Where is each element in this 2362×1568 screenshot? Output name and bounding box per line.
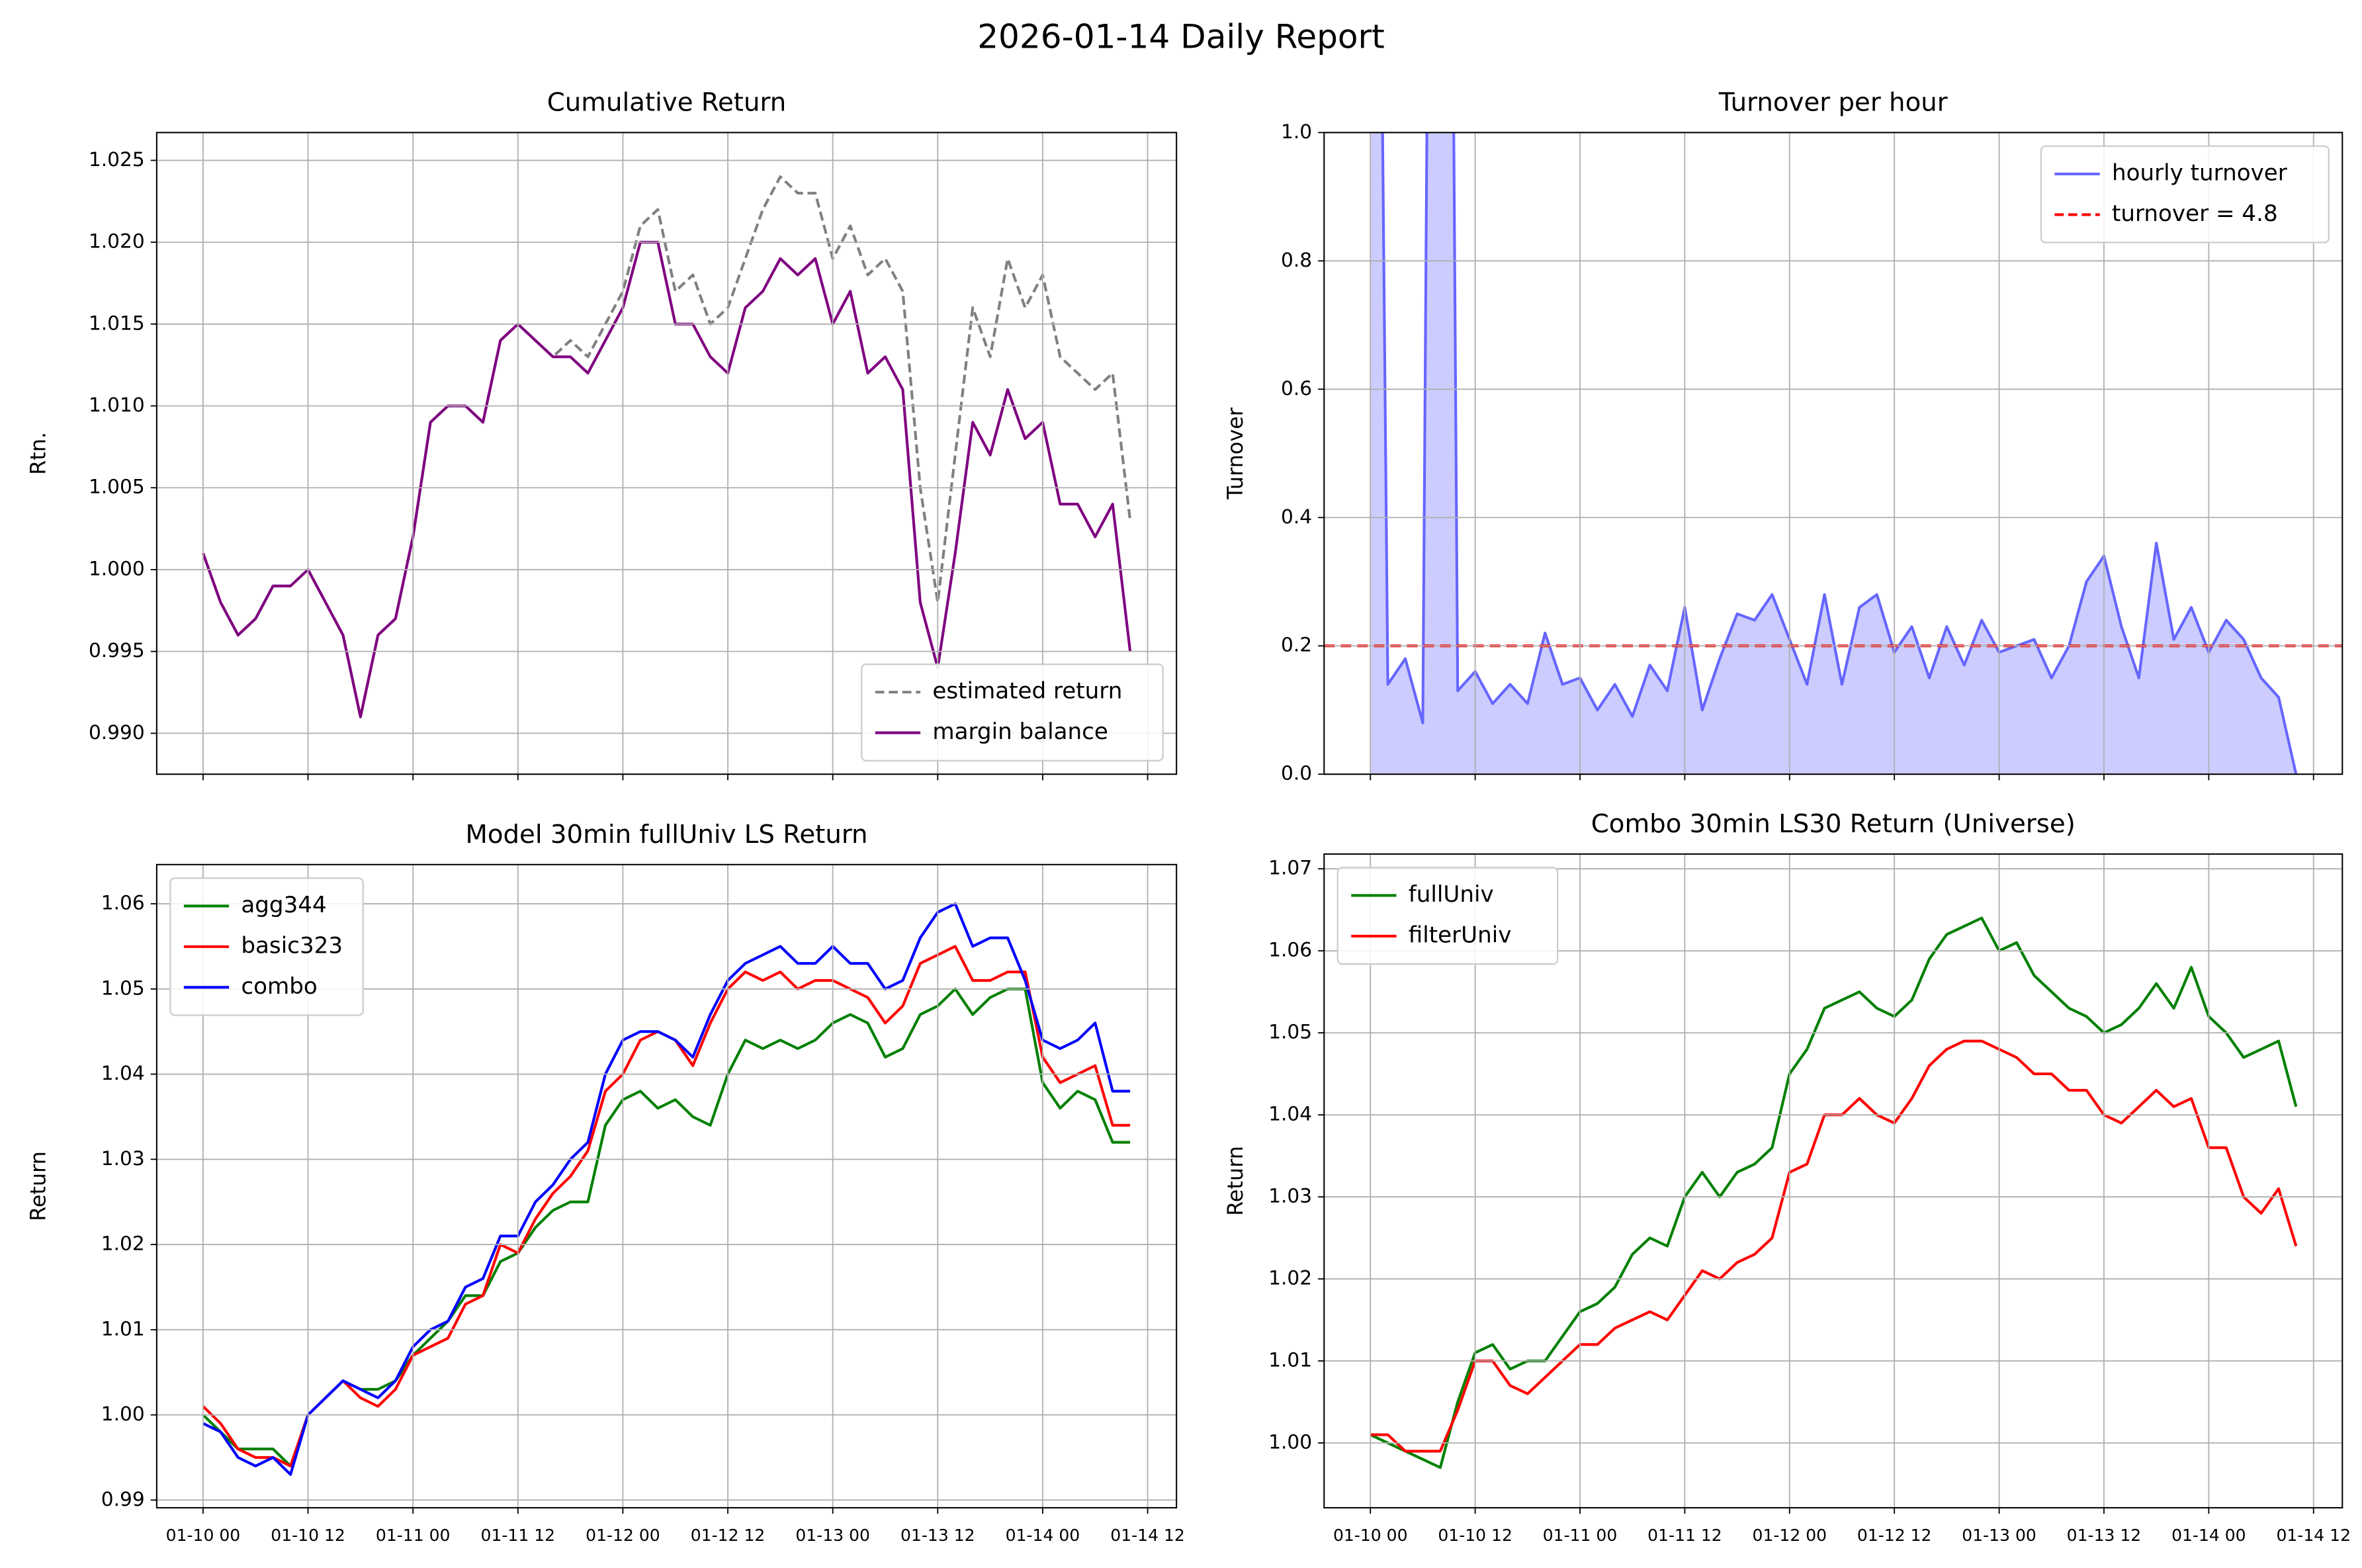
y-tick-label: 0.99 xyxy=(101,1488,145,1510)
y-tick-label: 1.025 xyxy=(89,148,145,171)
y-tick-label: 1.00 xyxy=(1268,1430,1312,1453)
x-tick-label: 01-14 00 xyxy=(1006,1526,1080,1545)
y-axis-label: Rtn. xyxy=(25,432,50,475)
legend-label: combo xyxy=(241,973,317,1000)
legend-label: turnover = 4.8 xyxy=(2112,200,2278,227)
x-tick-label: 01-13 12 xyxy=(900,1526,975,1545)
y-tick-label: 1.00 xyxy=(101,1403,145,1425)
legend-label: margin balance xyxy=(932,719,1108,745)
y-tick-label: 1.03 xyxy=(1268,1185,1312,1207)
y-axis-label: Return xyxy=(25,1151,50,1221)
y-tick-label: 0.2 xyxy=(1281,634,1312,656)
axes-frame xyxy=(1323,853,2343,1508)
y-tick-label: 1.02 xyxy=(101,1233,145,1255)
legend: fullUniv filterUniv xyxy=(1336,867,1559,965)
x-tick-label: 01-10 00 xyxy=(166,1526,241,1545)
legend-label: basic323 xyxy=(241,932,343,959)
legend: estimated return margin balance xyxy=(861,663,1164,762)
y-tick-label: 1.02 xyxy=(1268,1267,1312,1289)
x-tick-label: 01-12 12 xyxy=(691,1526,765,1545)
series-line xyxy=(202,902,1131,1476)
x-tick-label: 01-13 00 xyxy=(795,1526,870,1545)
x-tick-label: 01-12 00 xyxy=(586,1526,660,1545)
y-tick-label: 0.995 xyxy=(89,639,145,662)
y-axis-label: Return xyxy=(1223,1146,1248,1216)
y-tick-label: 1.06 xyxy=(101,892,145,914)
legend: agg344 basic323 combo xyxy=(169,877,364,1016)
plot-area xyxy=(201,175,1132,719)
x-tick-label: 01-14 12 xyxy=(2276,1526,2351,1545)
legend-label: fullUniv xyxy=(1409,881,1494,908)
x-tick-label: 01-12 12 xyxy=(1857,1526,1932,1545)
axes-frame xyxy=(155,132,1178,775)
subplot-title: Model 30min fullUniv LS Return xyxy=(465,820,867,849)
y-tick-label: 1.06 xyxy=(1268,939,1312,961)
axes-frame xyxy=(1323,132,2343,775)
figure-title: 2026-01-14 Daily Report xyxy=(977,18,1385,56)
x-tick-label: 01-11 00 xyxy=(1543,1526,1618,1545)
x-tick-label: 01-11 12 xyxy=(1647,1526,1722,1545)
x-tick-label: 01-14 00 xyxy=(2171,1526,2246,1545)
legend-label: filterUniv xyxy=(1409,922,1512,948)
y-tick-label: 0.0 xyxy=(1281,762,1312,785)
x-tick-label: 01-11 00 xyxy=(376,1526,451,1545)
y-tick-label: 0.990 xyxy=(89,721,145,744)
y-tick-label: 1.015 xyxy=(89,312,145,334)
legend-box xyxy=(169,877,364,1016)
y-tick-label: 1.020 xyxy=(89,230,145,253)
x-tick-label: 01-14 12 xyxy=(1110,1526,1185,1545)
plot-area xyxy=(202,902,1131,1476)
legend-label: estimated return xyxy=(932,678,1122,705)
x-tick-label: 01-10 12 xyxy=(1438,1526,1512,1545)
x-tick-label: 01-11 12 xyxy=(481,1526,556,1545)
y-tick-label: 1.04 xyxy=(101,1062,145,1084)
legend-box xyxy=(2040,145,2330,243)
legend: hourly turnover turnover = 4.8 xyxy=(2040,145,2330,243)
legend-box xyxy=(1336,867,1559,965)
y-tick-label: 1.04 xyxy=(1268,1103,1312,1125)
y-tick-label: 0.4 xyxy=(1281,505,1312,528)
y-tick-label: 0.8 xyxy=(1281,249,1312,271)
subplot-title: Cumulative Return xyxy=(547,88,787,118)
y-tick-label: 1.005 xyxy=(89,476,145,498)
y-tick-label: 1.0 xyxy=(1281,120,1312,143)
x-tick-label: 01-10 00 xyxy=(1333,1526,1408,1545)
series-line xyxy=(201,175,1132,719)
y-tick-label: 1.07 xyxy=(1268,857,1312,879)
y-tick-label: 1.000 xyxy=(89,557,145,580)
y-axis-label: Turnover xyxy=(1223,407,1248,500)
y-tick-label: 1.05 xyxy=(101,977,145,999)
y-tick-label: 1.05 xyxy=(1268,1021,1312,1043)
x-tick-label: 01-12 00 xyxy=(1753,1526,1827,1545)
legend-label: hourly turnover xyxy=(2112,159,2288,186)
y-tick-label: 1.01 xyxy=(1268,1349,1312,1372)
series-line xyxy=(1381,132,2298,775)
series-line xyxy=(1370,916,2298,1469)
subplot-title: Combo 30min LS30 Return (Universe) xyxy=(1591,809,2076,839)
y-tick-label: 0.6 xyxy=(1281,377,1312,400)
legend-label: agg344 xyxy=(241,892,326,918)
subplot-title: Turnover per hour xyxy=(1718,88,1948,118)
y-tick-label: 1.010 xyxy=(89,394,145,416)
axes-frame xyxy=(155,863,1178,1508)
x-tick-label: 01-10 12 xyxy=(271,1526,345,1545)
series-line xyxy=(201,241,1132,719)
x-tick-label: 01-13 12 xyxy=(2067,1526,2142,1545)
legend-box xyxy=(861,663,1164,762)
y-tick-label: 1.03 xyxy=(101,1147,145,1170)
x-tick-label: 01-13 00 xyxy=(1962,1526,2036,1545)
y-tick-label: 1.01 xyxy=(101,1317,145,1340)
